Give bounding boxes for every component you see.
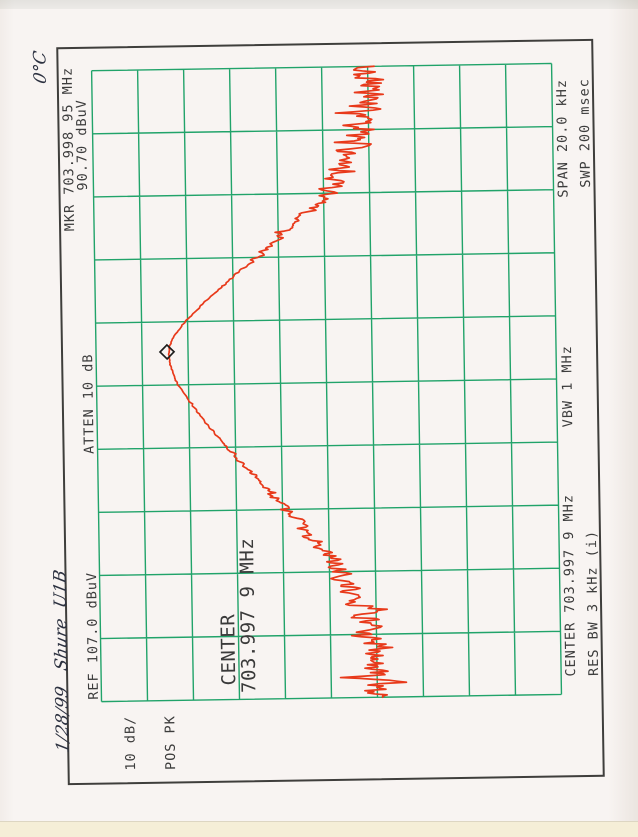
scanner-edge-top bbox=[0, 0, 638, 9]
label-video-bw: VBW 1 MHz bbox=[558, 345, 577, 428]
paper-shadow-right bbox=[608, 0, 638, 837]
label-center-frequency: CENTER 703.997 9 MHz bbox=[560, 493, 580, 677]
label-scale-per-div: 10 dB/ bbox=[122, 715, 140, 771]
scanner-edge-bottom bbox=[0, 821, 638, 837]
analyzer-printout-frame: MKR 703.998 95 MHz 90.70 dBuV ATTEN 10 d… bbox=[30, 38, 605, 786]
handwritten-temperature: 0°C bbox=[30, 49, 51, 86]
label-resolution-bw: RES BW 3 kHz (i) bbox=[583, 529, 603, 677]
active-function-value: 703.997 9 MHz bbox=[235, 537, 261, 694]
label-ref-level: REF 107.0 dBuV bbox=[83, 571, 102, 700]
graticule-grid bbox=[90, 62, 563, 703]
spectrum-plot bbox=[90, 62, 563, 703]
label-attenuation: ATTEN 10 dB bbox=[80, 353, 98, 455]
label-sweep-time: SWP 200 msec bbox=[576, 78, 595, 188]
label-detector-mode: POS PK bbox=[162, 715, 180, 771]
spectrum-trace bbox=[167, 65, 408, 699]
paper-shadow-left bbox=[0, 0, 14, 837]
label-marker-amplitude: 90.70 dBuV bbox=[73, 99, 91, 191]
handwritten-date-model: 1/28/99 Shure U1B bbox=[50, 568, 74, 755]
label-span: SPAN 20.0 kHz bbox=[553, 78, 572, 198]
marker-diamond bbox=[158, 343, 176, 361]
